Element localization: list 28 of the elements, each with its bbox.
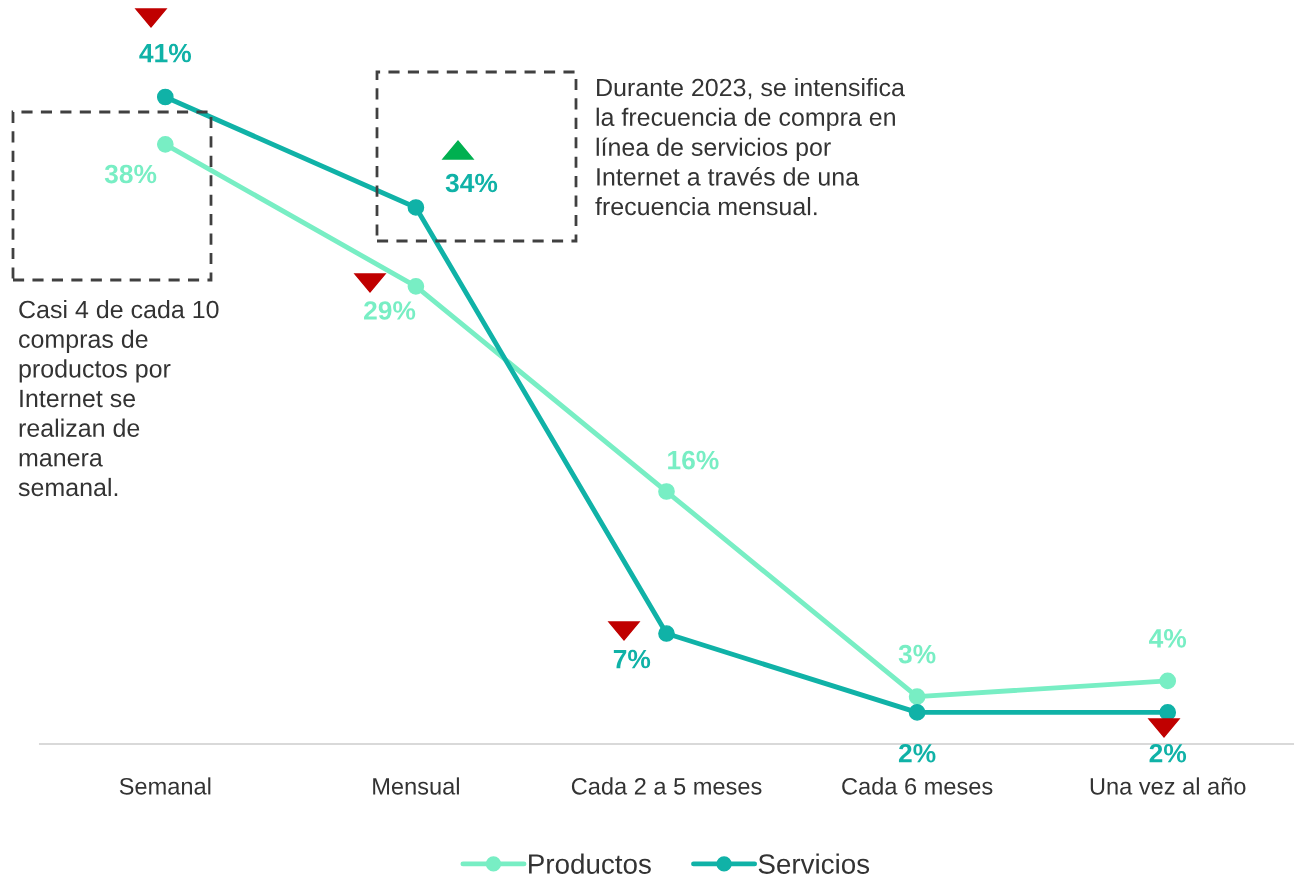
x-tick-label: Semanal xyxy=(119,777,211,795)
point xyxy=(658,483,675,500)
point xyxy=(658,625,675,642)
data-label: 38% xyxy=(104,164,157,184)
data-label: 7% xyxy=(613,649,651,669)
data-label: 41% xyxy=(139,43,192,63)
data-label: 2% xyxy=(1149,743,1187,763)
data-label: 34% xyxy=(445,173,498,193)
x-tick-label: Cada 6 meses xyxy=(842,777,993,795)
data-label: 4% xyxy=(1149,629,1187,648)
data-label: 29% xyxy=(364,301,416,320)
data-label: 2% xyxy=(898,743,936,763)
data-label: 16% xyxy=(668,450,719,470)
point xyxy=(156,88,174,106)
point xyxy=(407,278,425,295)
x-tick-label: Mensual xyxy=(373,777,459,795)
point xyxy=(908,704,926,721)
point xyxy=(156,136,174,153)
data-label: 3% xyxy=(898,644,936,664)
legend-label: Productos xyxy=(529,853,651,874)
x-tick-label: Una vez al año xyxy=(1090,777,1246,795)
annotation: Durante 2023, se intensifica la frecuencia de compra en línea de servicios por Internet a través de una frecuencia mensual. xyxy=(595,78,905,216)
point xyxy=(407,199,425,216)
annotation: Casi 4 de cada 10 compras de productos por Internet se realizan de manera semanal. xyxy=(18,300,219,497)
point xyxy=(908,688,926,705)
x-tick-label: Cada 2 a 5 meses xyxy=(571,777,762,795)
legend-label: Servicios xyxy=(758,853,870,874)
point xyxy=(1159,672,1177,690)
